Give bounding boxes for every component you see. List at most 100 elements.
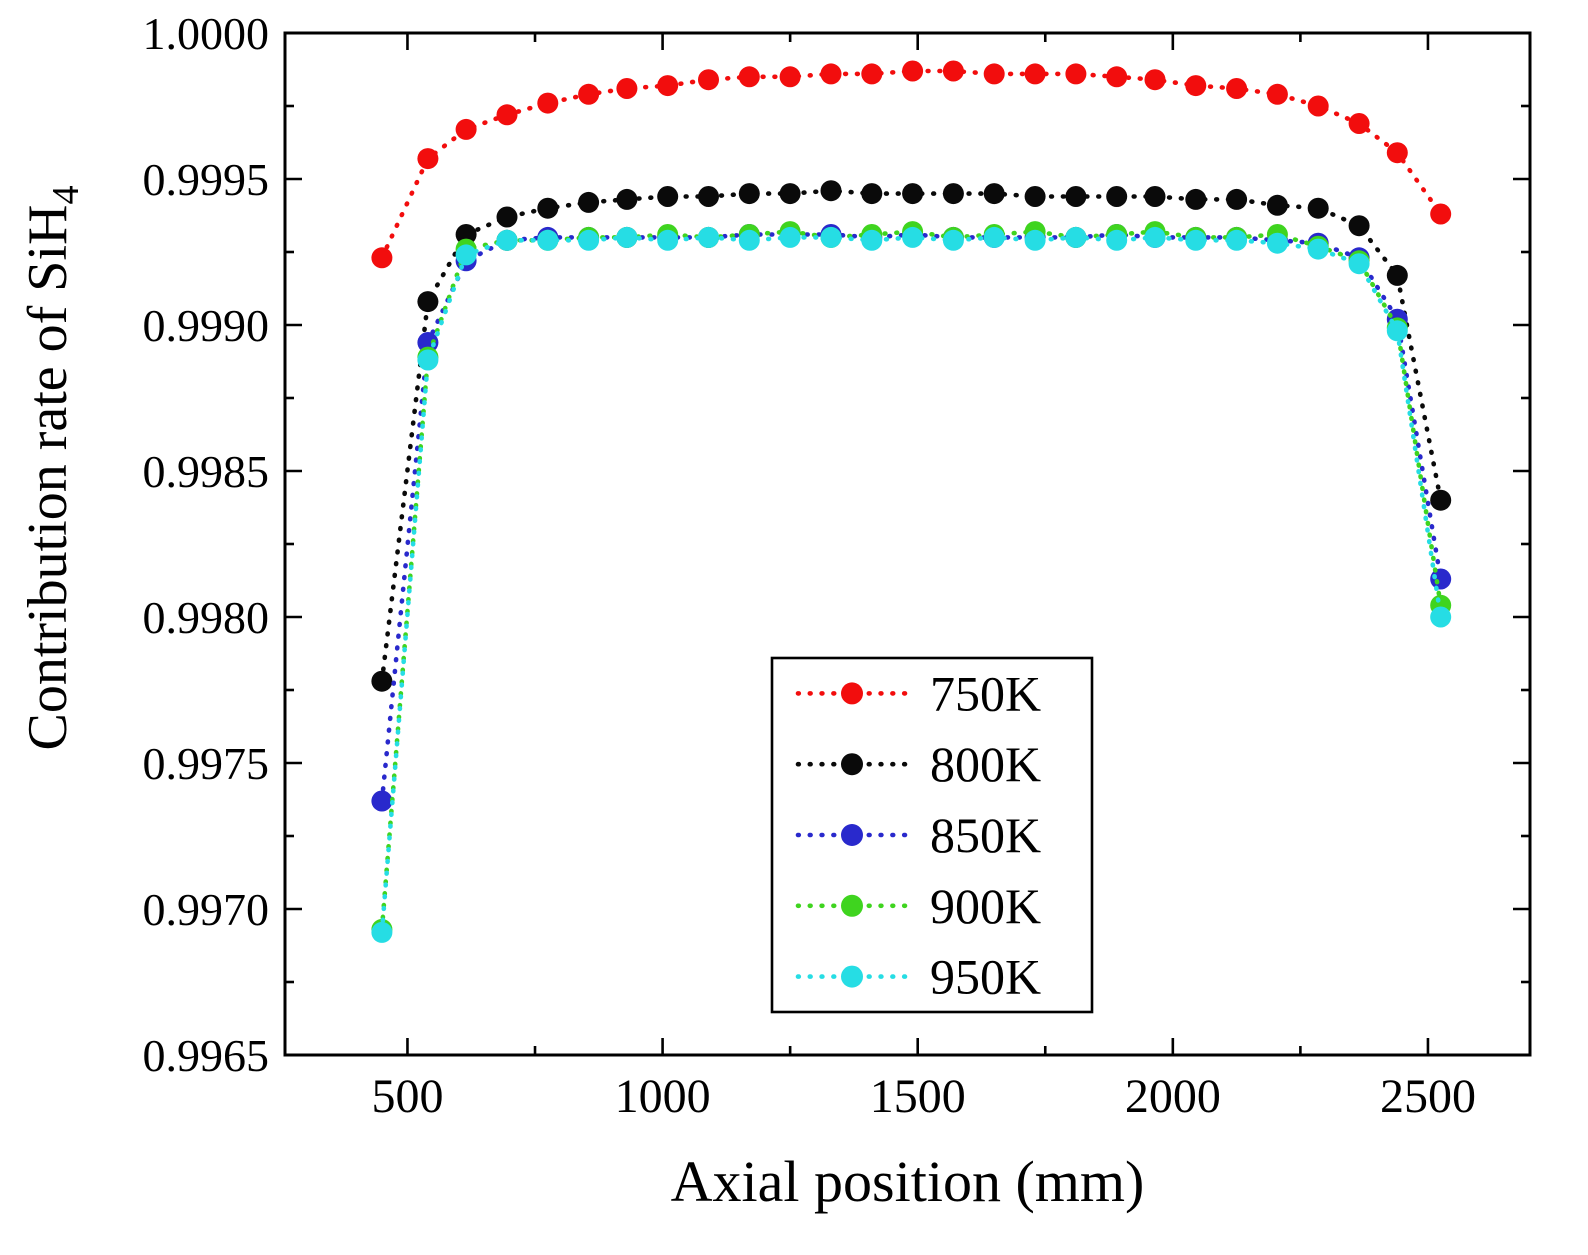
y-tick-label: 0.9995 (143, 154, 270, 205)
data-point (616, 78, 638, 99)
data-point (371, 670, 393, 692)
y-axis-label-text: Contribution rate of SiH (16, 204, 79, 751)
legend-marker (841, 894, 863, 917)
data-point (578, 83, 600, 105)
data-point (942, 60, 964, 82)
data-point (616, 188, 638, 210)
legend-item-800K: 800K (795, 736, 1041, 792)
data-point (1307, 238, 1329, 260)
data-point (417, 148, 439, 170)
data-point (1430, 568, 1452, 590)
data-point (1065, 186, 1087, 207)
data-point (1024, 229, 1046, 251)
data-point (1386, 320, 1408, 342)
data-point (1266, 83, 1288, 105)
data-point (455, 224, 477, 245)
legend-label: 800K (930, 736, 1041, 792)
data-point (455, 118, 477, 140)
legend-label: 900K (930, 878, 1041, 934)
x-tick-label: 2500 (1380, 1070, 1476, 1123)
data-point (861, 63, 883, 85)
data-point (1430, 489, 1452, 511)
data-point (1144, 226, 1166, 248)
legend: 750K 800K 850K 900K 950K (770, 656, 1094, 1014)
x-tick-label: 500 (371, 1070, 443, 1123)
data-point (983, 183, 1005, 205)
data-point (417, 291, 439, 313)
data-point (1106, 186, 1128, 207)
data-point (1106, 229, 1128, 251)
y-tick-label: 0.9990 (143, 300, 270, 351)
series-750K (371, 60, 1452, 269)
y-tick-label: 1.0000 (143, 8, 270, 59)
data-point (1024, 63, 1046, 85)
data-point (1430, 606, 1452, 628)
data-point (698, 186, 719, 207)
y-tick-label: 0.9985 (143, 446, 270, 497)
legend-label: 950K (930, 949, 1041, 1005)
data-point (902, 60, 924, 82)
data-point (983, 63, 1005, 85)
data-point (496, 206, 518, 228)
data-point (861, 183, 883, 205)
data-point (1024, 186, 1046, 207)
data-point (1266, 232, 1288, 254)
data-point (738, 66, 760, 88)
data-point (578, 229, 600, 251)
data-point (616, 226, 638, 248)
series-800K (371, 180, 1452, 692)
legend-label: 750K (930, 665, 1041, 721)
y-tick-label: 0.9975 (143, 738, 270, 789)
data-point (820, 226, 842, 248)
data-point (1144, 69, 1166, 91)
data-point (1185, 75, 1207, 97)
data-point (738, 183, 760, 205)
data-point (1226, 229, 1248, 251)
data-point (861, 229, 883, 251)
legend-marker (841, 824, 863, 846)
data-point (902, 183, 924, 205)
data-point (1106, 66, 1128, 88)
legend-marker (841, 753, 863, 776)
x-tick-label: 1500 (870, 1070, 966, 1123)
data-point (1226, 188, 1248, 210)
x-tick-label: 2000 (1125, 1070, 1221, 1123)
data-point (820, 180, 842, 202)
plot-frame (283, 31, 1532, 1057)
legend-box (770, 656, 1094, 1014)
data-point (537, 197, 559, 219)
data-point (1430, 203, 1452, 225)
axis-tick-labels: 500 1000 1500 2000 2500 0.9965 0.9970 0.9975 0.9… (143, 8, 1476, 1123)
legend-marker (841, 682, 863, 705)
data-point (698, 69, 719, 91)
data-point (983, 226, 1005, 248)
data-point (537, 229, 559, 251)
legend-label: 850K (930, 807, 1041, 863)
data-point (1348, 253, 1370, 275)
data-point (657, 229, 679, 251)
data-point (1266, 194, 1288, 216)
x-tick-label: 1000 (615, 1070, 711, 1123)
y-tick-label: 0.9980 (143, 592, 270, 643)
data-point (1144, 186, 1166, 207)
data-point (1226, 78, 1248, 99)
data-point (371, 790, 393, 812)
data-point (496, 229, 518, 251)
legend-item-950K: 950K (795, 949, 1041, 1005)
data-point (455, 244, 477, 266)
data-point (1065, 226, 1087, 248)
data-point (1348, 215, 1370, 237)
data-point (496, 104, 518, 126)
y-axis-label-subscript: 4 (45, 185, 88, 205)
data-point (371, 247, 393, 269)
legend-marker (841, 965, 863, 988)
data-point (1386, 264, 1408, 286)
data-point (779, 183, 801, 205)
y-axis-label: Contribution rate of SiH4 (16, 186, 88, 751)
data-point (779, 66, 801, 88)
data-point (820, 63, 842, 85)
data-point (738, 229, 760, 251)
data-point (1065, 63, 1087, 85)
